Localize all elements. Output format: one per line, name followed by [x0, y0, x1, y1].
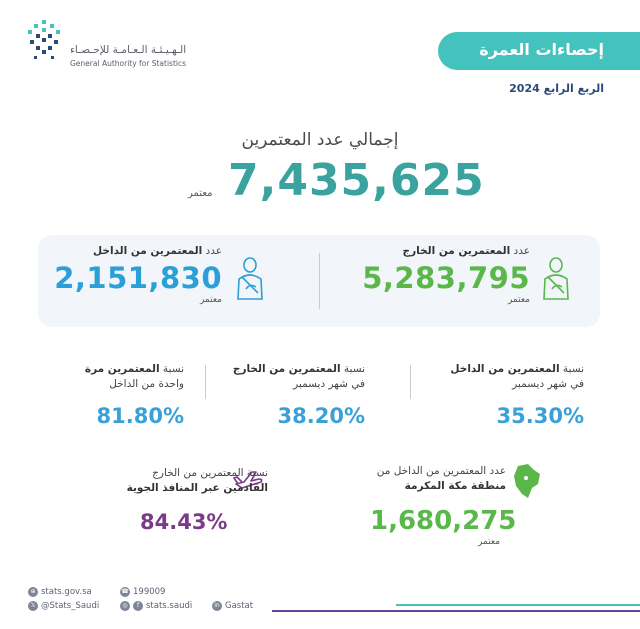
pct-inside-december: نسبة المعتمرين من الداخل في شهر ديسمبر 3… — [450, 362, 584, 428]
air-label-1: نسبة المعتمرين من الخارج — [152, 467, 268, 479]
outside-pilgrims-block: عدد المعتمرين من الخارج 5,283,795 معتمر — [362, 245, 530, 305]
gastat-logo-icon — [28, 20, 60, 59]
makkah-value: 1,680,275 — [370, 506, 517, 536]
pct-inside-december-label-2: في شهر ديسمبر — [512, 378, 584, 390]
pct-once-inside-value: 81.80% — [96, 404, 184, 428]
footer-phone[interactable]: ☎ 199009 — [120, 587, 166, 597]
pct-separator — [410, 365, 411, 399]
pct-outside-december: نسبة المعتمرين من الخارج في شهر ديسمبر 3… — [233, 362, 365, 428]
inside-pilgrims-label: عدد المعتمرين من الداخل — [93, 245, 222, 257]
total-pilgrims-unit: معتمر — [188, 188, 213, 199]
pct-once-inside-label-1: نسبة المعتمرين مرة — [84, 363, 184, 375]
facebook-icon: f — [133, 601, 143, 611]
pct-once-inside: نسبة المعتمرين مرة واحدة من الداخل 81.80… — [85, 362, 184, 428]
footer-accent-line-teal — [396, 604, 640, 606]
x-icon: 𝕏 — [28, 601, 38, 611]
card-divider — [319, 253, 320, 309]
makkah-unit: معتمر — [478, 537, 501, 547]
makkah-label-1: عدد المعتمرين من الداخل من — [376, 465, 506, 477]
pilgrim-outside-icon — [543, 257, 569, 300]
instagram-icon: ◎ — [120, 601, 130, 611]
footer-twitter[interactable]: 𝕏 @Stats_Saudi — [28, 601, 99, 611]
linkedin-icon: in — [212, 601, 222, 611]
footer-website[interactable]: ⊕ stats.gov.sa — [28, 587, 92, 597]
pct-inside-december-value: 35.30% — [496, 404, 584, 428]
pct-outside-december-value: 38.20% — [277, 404, 365, 428]
pilgrim-inside-icon — [237, 257, 263, 300]
makkah-label-2: منطقة مكة المكرمة — [404, 480, 506, 492]
pct-outside-december-label-2: في شهر ديسمبر — [293, 378, 365, 390]
footer-social[interactable]: ◎ f stats.saudi — [120, 601, 192, 611]
pct-once-inside-label-2: واحدة من الداخل — [109, 378, 184, 390]
makkah-stat: عدد المعتمرين من الداخل من منطقة مكة الم… — [377, 464, 506, 494]
total-pilgrims-label: إجمالي عدد المعتمرين — [241, 130, 399, 150]
air-label-2: القادمين عبر المنافذ الجوية — [126, 482, 268, 494]
airplane-icon — [233, 471, 263, 489]
page-title: إحصاءات العمرة — [479, 40, 604, 59]
outside-pilgrims-unit: معتمر — [507, 295, 530, 305]
quarter-label: الربع الرابع 2024 — [509, 82, 604, 95]
pct-outside-december-label-1: نسبة المعتمرين من الخارج — [232, 363, 365, 375]
inside-pilgrims-unit: معتمر — [199, 295, 222, 305]
pct-separator — [205, 365, 206, 399]
total-pilgrims-value: 7,435,625 — [228, 155, 485, 206]
globe-icon: ⊕ — [28, 587, 38, 597]
air-stat: نسبة المعتمرين من الخارج القادمين عبر ال… — [127, 466, 268, 496]
inside-pilgrims-value: 2,151,830 — [54, 261, 222, 295]
footer-accent-line-purple — [272, 610, 640, 612]
gastat-logo: الـهـيـئـة الـعـامـة للإحـصـاء General A… — [24, 18, 194, 74]
footer-linkedin[interactable]: in Gastat — [212, 601, 253, 611]
makkah-map-icon — [514, 464, 540, 498]
phone-icon: ☎ — [120, 587, 130, 597]
page-title-pill: إحصاءات العمرة — [438, 32, 640, 70]
outside-pilgrims-label: عدد المعتمرين من الخارج — [402, 245, 530, 257]
pct-inside-december-label-1: نسبة المعتمرين من الداخل — [450, 363, 584, 375]
outside-pilgrims-value: 5,283,795 — [362, 261, 530, 295]
logo-arabic-text: الـهـيـئـة الـعـامـة للإحـصـاء — [70, 44, 187, 56]
air-value: 84.43% — [140, 510, 228, 534]
inside-pilgrims-block: عدد المعتمرين من الداخل 2,151,830 معتمر — [54, 245, 222, 305]
logo-english-text: General Authority for Statistics — [70, 59, 187, 68]
pilgrims-origin-card: عدد المعتمرين من الخارج 5,283,795 معتمر … — [38, 235, 600, 327]
